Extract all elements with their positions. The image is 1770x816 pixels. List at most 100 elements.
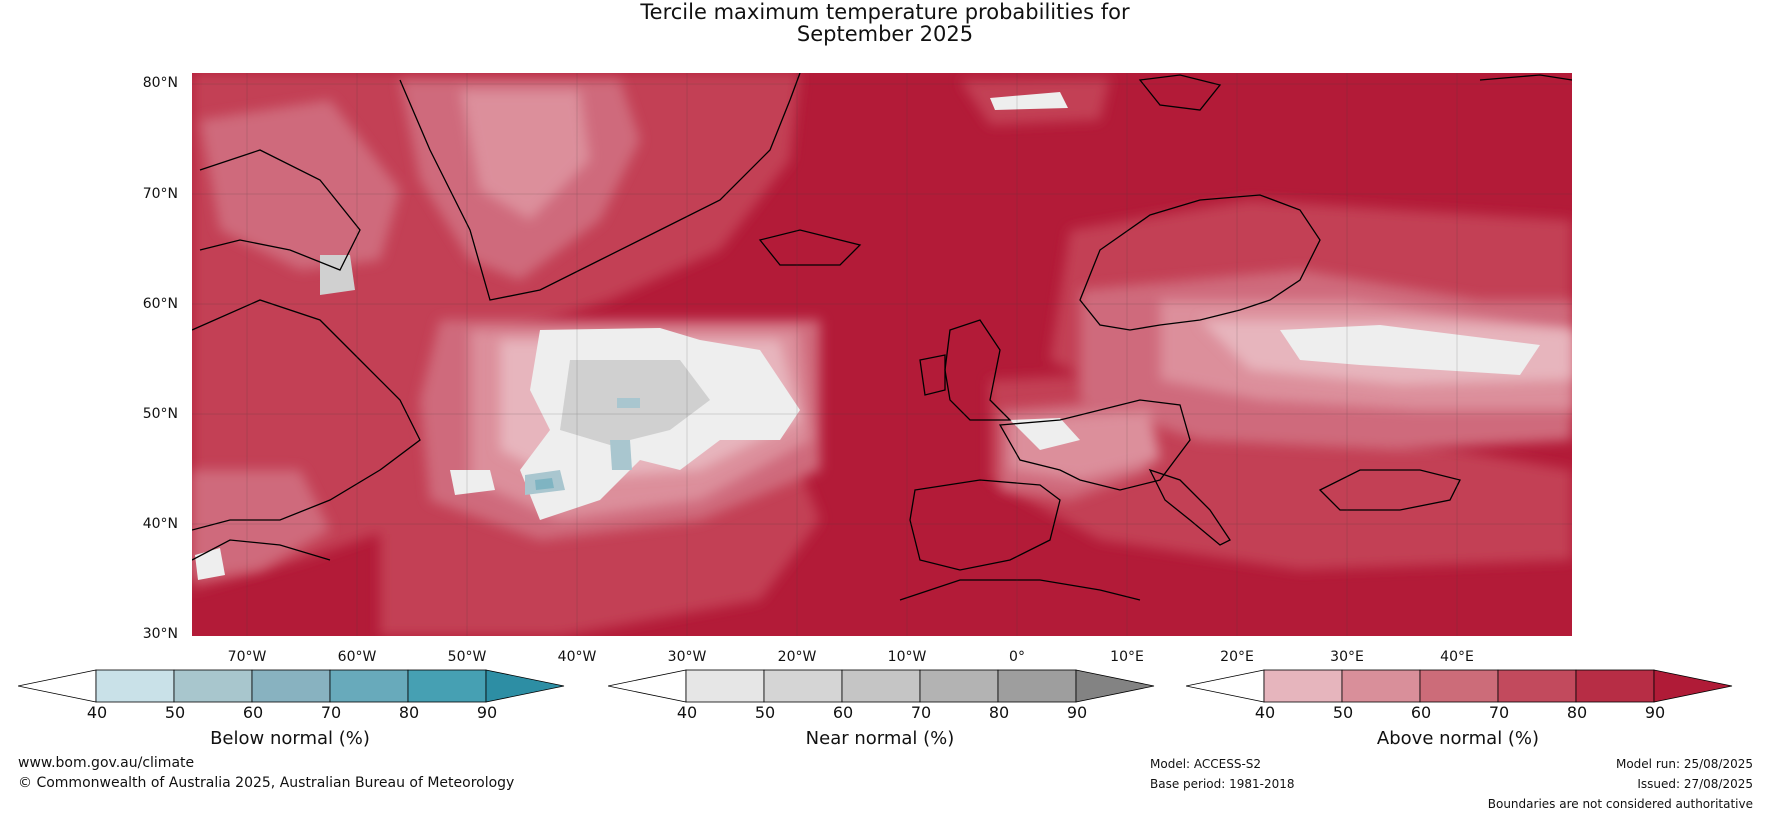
colorbar-above-title: Above normal (%): [1376, 728, 1540, 749]
chart-title-line2: September 2025: [796, 22, 974, 46]
colorbar-above-tick-50: 50: [1332, 703, 1354, 722]
footer-copyright: © Commonwealth of Australia 2025, Austra…: [18, 775, 515, 791]
colorbar-near-normal: [608, 669, 1155, 703]
coastline-greenland: [399, 73, 801, 301]
colorbar-near-tick-80: 80: [988, 703, 1010, 722]
lon-label-20e: 20°E: [1220, 649, 1254, 665]
colorbar-near-extend-low: [608, 669, 687, 703]
colorbar-above-extend-high: [1653, 669, 1733, 703]
footer-model: Model: ACCESS-S2: [1150, 757, 1262, 771]
coastline-africa: [899, 579, 1141, 601]
lat-label-70n: 70°N: [142, 186, 178, 202]
lon-label-40e: 40°E: [1440, 649, 1474, 665]
colorbar-near-title: Near normal (%): [805, 728, 955, 749]
colorbar-below-segment-40: [95, 669, 175, 703]
footer-model-run: Model run: 25/08/2025: [1615, 757, 1753, 771]
lon-label-30e: 30°E: [1330, 649, 1364, 665]
lon-label-40w: 40°W: [557, 649, 597, 665]
lon-label-20w: 20°W: [777, 649, 817, 665]
coastline-novaya-zemlya: [1479, 74, 1572, 81]
colorbar-above-tick-40: 40: [1254, 703, 1276, 722]
colorbar-near-segment-70: [919, 669, 999, 703]
coastline-ireland: [919, 354, 946, 396]
colorbar-below-tick-60: 60: [242, 703, 264, 722]
colorbar-near-segment-50: [763, 669, 843, 703]
footer-disclaimer: Boundaries are not considered authoritat…: [1487, 797, 1753, 811]
coastline-iceland: [758, 229, 862, 266]
lat-label-30n: 30°N: [142, 626, 178, 642]
colorbar-below-tick-70: 70: [320, 703, 342, 722]
lon-label-60w: 60°W: [337, 649, 377, 665]
lat-label-80n: 80°N: [142, 75, 178, 91]
lon-label-10w: 10°W: [887, 649, 927, 665]
colorbar-near-tick-90: 90: [1066, 703, 1088, 722]
colorbar-above-segment-70: [1497, 669, 1577, 703]
coastline-norway: [1079, 194, 1321, 331]
region-near-normal-france: [1010, 418, 1080, 450]
lon-label-70w: 70°W: [227, 649, 267, 665]
lon-label-10e: 10°E: [1110, 649, 1144, 665]
colorbar-below-title: Below normal (%): [210, 728, 370, 749]
coastline-baffin: [199, 149, 361, 271]
coastline-labrador: [192, 299, 421, 531]
lat-label-50n: 50°N: [142, 406, 178, 422]
colorbar-above-segment-50: [1341, 669, 1421, 703]
colorbar-above-tick-70: 70: [1488, 703, 1510, 722]
region-greenland-60: [460, 90, 590, 220]
colorbar-above-extend-low: [1186, 669, 1265, 703]
region-near-normal-russia: [1280, 325, 1540, 375]
lat-label-60n: 60°N: [142, 296, 178, 312]
coastline-europe-west: [998, 399, 1191, 491]
footer-base-period: Base period: 1981-2018: [1150, 777, 1295, 791]
lon-label-0: 0°: [1009, 649, 1025, 665]
colorbar-near-tick-60: 60: [832, 703, 854, 722]
lon-label-30w: 30°W: [667, 649, 707, 665]
region-near-normal-us: [195, 548, 225, 580]
coastline-black-sea: [1318, 469, 1461, 511]
colorbar-below-tick-90: 90: [476, 703, 498, 722]
colorbar-above-tick-60: 60: [1410, 703, 1432, 722]
region-baffin: [200, 100, 400, 270]
colorbar-near-tick-50: 50: [754, 703, 776, 722]
region-below-normal-3: [617, 398, 640, 408]
colorbar-near-segment-40: [685, 669, 765, 703]
colorbar-below-tick-80: 80: [398, 703, 420, 722]
region-near-normal-nova-scotia: [450, 470, 495, 495]
coastline-italy: [1148, 468, 1231, 546]
colorbar-above-segment-80: [1575, 669, 1655, 703]
colorbar-near-tick-40: 40: [676, 703, 698, 722]
coastline-north-america: [192, 539, 331, 561]
colorbar-below-extend-high: [485, 669, 565, 703]
colorbar-below-segment-50: [173, 669, 253, 703]
colorbar-above-segment-60: [1419, 669, 1499, 703]
colorbar-below-tick-40: 40: [86, 703, 108, 722]
colorbar-near-extend-high: [1075, 669, 1155, 703]
colorbar-below-tick-50: 50: [164, 703, 186, 722]
colorbar-below-segment-70: [329, 669, 409, 703]
colorbar-above-normal: [1186, 669, 1733, 703]
coastline-svalbard: [1138, 74, 1222, 111]
colorbar-near-tick-70: 70: [910, 703, 932, 722]
lat-label-40n: 40°N: [142, 516, 178, 532]
lon-label-50w: 50°W: [447, 649, 487, 665]
chart-title-line1: Tercile maximum temperature probabilitie…: [640, 0, 1130, 24]
colorbar-below-segment-80: [407, 669, 487, 703]
region-near-normal-iceland-n: [990, 92, 1068, 110]
colorbar-below-segment-60: [251, 669, 331, 703]
colorbar-below-normal: [18, 669, 565, 703]
coastline-british-isles: [944, 319, 1012, 421]
colorbar-near-segment-60: [841, 669, 921, 703]
footer-website: www.bom.gov.au/climate: [18, 755, 195, 771]
coastline-iberia: [909, 479, 1061, 571]
colorbar-near-segment-80: [997, 669, 1077, 703]
region-near-normal-60-labrador: [320, 255, 355, 295]
colorbar-above-segment-40: [1263, 669, 1343, 703]
colorbar-below-extend-low: [18, 669, 97, 703]
region-north-america-east: [192, 470, 330, 580]
region-below-normal-core: [535, 478, 554, 490]
colorbar-above-tick-80: 80: [1566, 703, 1588, 722]
colorbar-above-tick-90: 90: [1644, 703, 1666, 722]
region-below-normal-2: [610, 440, 632, 470]
footer-issued: Issued: 27/08/2025: [1637, 777, 1753, 791]
